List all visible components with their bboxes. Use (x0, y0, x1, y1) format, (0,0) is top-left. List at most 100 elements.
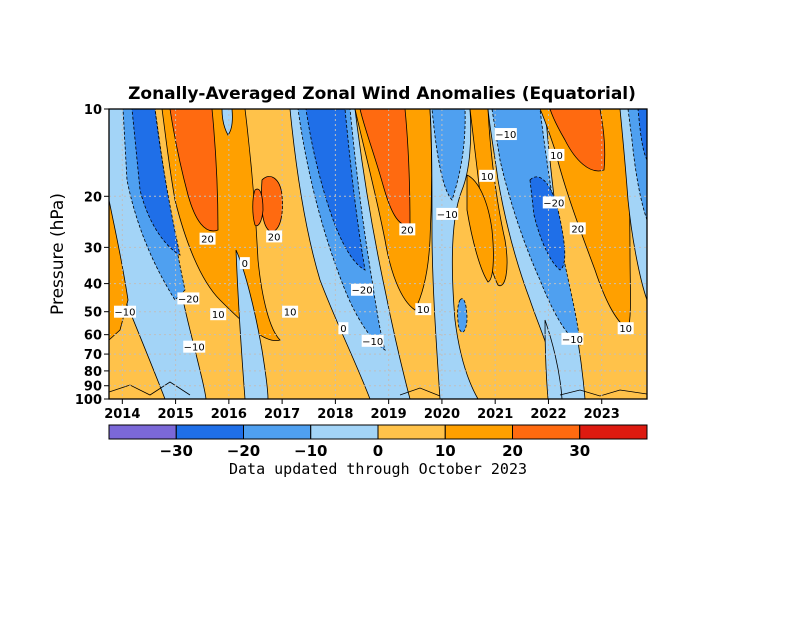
colorbar-segment (243, 424, 312, 440)
easterly-band-2014-core (131, 109, 181, 256)
contour-label: 20 (401, 225, 414, 236)
easterly-band-2020-light (429, 109, 479, 399)
colorbar-segment (310, 424, 379, 440)
easterly-2020-isolated (457, 298, 468, 333)
y-tick-label: 80 (84, 365, 102, 380)
y-tick-label: 90 (84, 380, 102, 395)
contour-label: −20 (178, 294, 199, 305)
contour-label: 20 (201, 235, 214, 246)
westerly-2015-20 (169, 109, 219, 232)
contour-label-bg (415, 303, 432, 316)
y-tick-label: 30 (84, 241, 102, 256)
easterly-2022-lower (544, 319, 563, 399)
westerly-2019-20 (359, 109, 411, 226)
y-tick-label: 100 (75, 393, 102, 408)
y-axis-label: Pressure (hPa) (48, 193, 68, 315)
colorbar-segment (108, 424, 177, 440)
westerly-2016-20-patch (261, 176, 283, 233)
colorbar-segment (444, 424, 513, 440)
x-tick-label: 2019 (371, 407, 407, 422)
x-tick-label: 2018 (317, 407, 353, 422)
contour-label-bg (542, 196, 565, 209)
contour-label-bg (361, 334, 384, 347)
contour-label: −20 (351, 286, 372, 297)
contour-label: −10 (437, 210, 458, 221)
contour-label-bg (210, 308, 227, 321)
colorbar-tick-label: −10 (294, 442, 327, 460)
contour-label-bg (183, 340, 206, 353)
x-axis-ticks: 2014 2015 2016 2017 2018 2019 2020 2021 2022 2023 (104, 399, 620, 422)
contour-label: −10 (562, 335, 583, 346)
contour-label-bg (399, 223, 416, 236)
contour-label-bg (436, 207, 459, 220)
y-tick-label: 50 (84, 306, 102, 321)
contour-label: −10 (362, 337, 383, 348)
colorbar-tick-label: 30 (569, 442, 590, 460)
x-tick-label: 2021 (477, 407, 513, 422)
contour-label: 0 (340, 324, 346, 335)
westerly-2023-20 (549, 109, 606, 172)
x-tick-label: 2022 (530, 407, 566, 422)
colorbar-tick-label: 10 (435, 442, 456, 460)
x-tick-label: 2023 (584, 407, 620, 422)
contour-labels: −10 −20 −10 20 10 0 20 10 0 −20 −10 20 10 −10 10 −10 10 −… (113, 128, 634, 354)
bottom-contour (109, 381, 647, 397)
contour-label: 10 (212, 310, 225, 321)
easterly-2016-lower (235, 249, 269, 399)
easterly-2023-right-core (637, 109, 647, 161)
contour-label-bg (479, 169, 496, 182)
y-tick-label: 60 (84, 329, 102, 344)
colorbar-tick-label: −30 (160, 442, 193, 460)
footer-note: Data updated through October 2023 (229, 460, 527, 478)
easterly-band-2020-mid (431, 109, 466, 201)
contour-label: 0 (242, 259, 248, 270)
contour-label: −10 (495, 130, 516, 141)
contour-label-bg (266, 230, 283, 243)
easterly-band-2022-core (529, 176, 566, 271)
contour-label-bg (113, 305, 136, 318)
contour-label: −10 (114, 308, 135, 319)
contour-label-bg (338, 322, 349, 335)
contour-label: 10 (619, 324, 632, 335)
y-tick-label: 10 (84, 103, 102, 118)
x-tick-label: 2020 (424, 407, 460, 422)
contour-label: −20 (543, 198, 564, 209)
contour-label-bg (569, 222, 586, 235)
x-tick-label: 2015 (157, 407, 193, 422)
contour-label: 20 (571, 224, 584, 235)
contour-label-bg (177, 292, 200, 305)
y-tick-label: 70 (84, 348, 102, 363)
x-tick-label: 2017 (264, 407, 300, 422)
contour-label: 10 (481, 172, 494, 183)
colorbar-segment (175, 424, 244, 440)
contour-label-bg (351, 283, 374, 296)
colorbar: −30 −20 −10 0 10 20 30 (108, 424, 648, 460)
colorbar-segment (512, 424, 581, 440)
contour-label: 10 (417, 305, 430, 316)
contour-label-bg (561, 332, 584, 345)
contour-label-bg (548, 148, 565, 161)
y-tick-label: 20 (84, 190, 102, 205)
contour-label-bg (282, 305, 299, 318)
contour-label: −10 (184, 343, 205, 354)
colorbar-segment (579, 424, 648, 440)
contour-label-bg (199, 232, 216, 245)
x-tick-label: 2016 (211, 407, 247, 422)
chart-title: Zonally-Averaged Zonal Wind Anomalies (E… (128, 84, 636, 104)
contour-label-bg (239, 257, 250, 270)
y-tick-label: 40 (84, 278, 102, 293)
easterly-sliver-2016 (221, 109, 233, 136)
contour-label-bg (494, 128, 517, 141)
westerly-2020-10-b (466, 174, 494, 283)
contour-label: 10 (550, 151, 563, 162)
x-tick-label: 2014 (104, 407, 140, 422)
grid-lines (109, 109, 647, 399)
easterly-band-2022-mid (491, 109, 581, 346)
westerly-2016-20-patch2 (252, 188, 264, 227)
contour-label-bg (617, 322, 634, 335)
colorbar-segment (377, 424, 446, 440)
contour-label: 20 (268, 232, 281, 243)
plot-area (109, 109, 647, 399)
